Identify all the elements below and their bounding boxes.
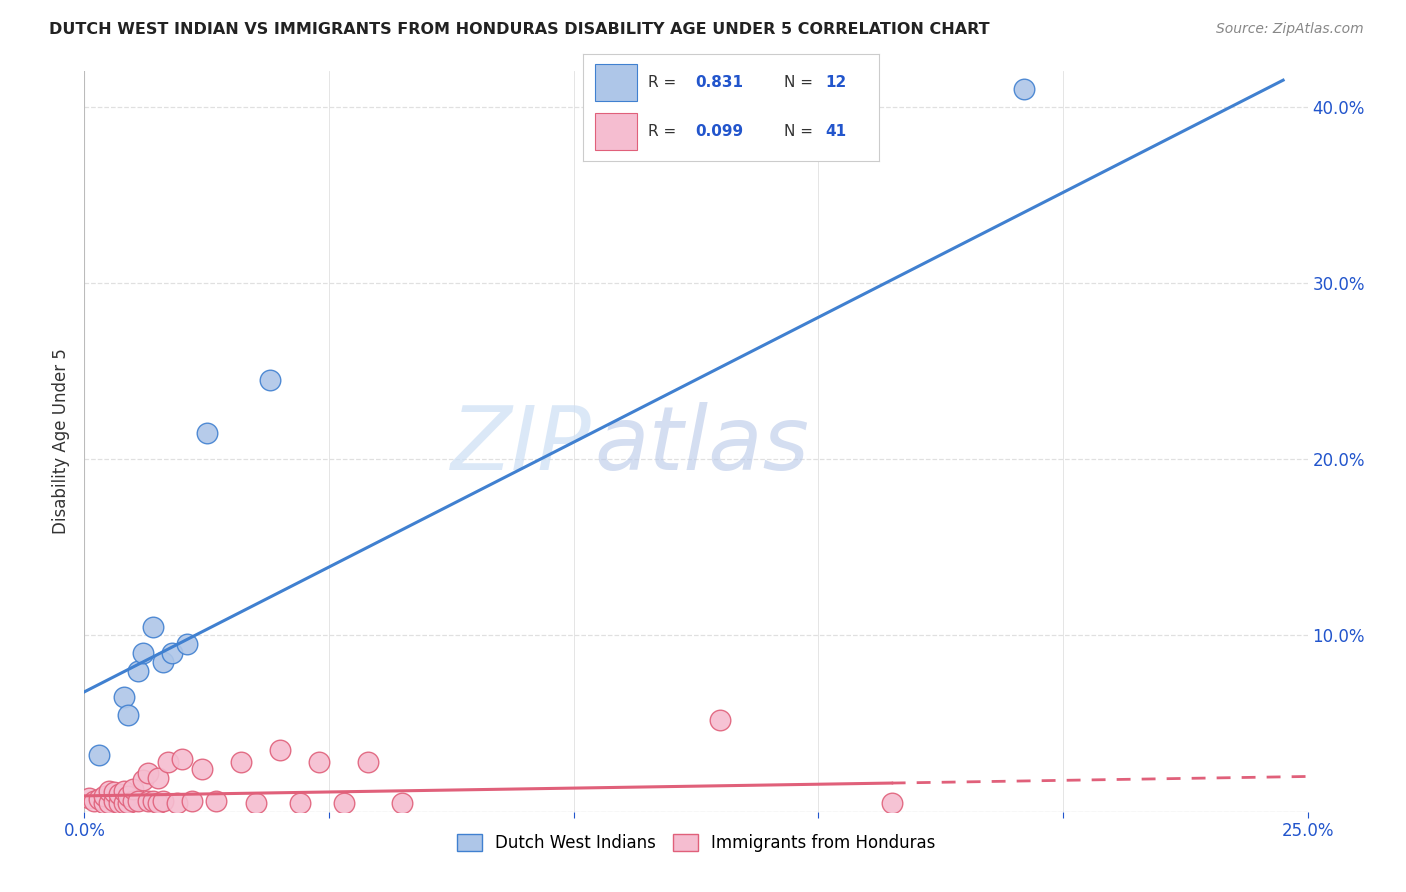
Point <box>191 763 214 777</box>
Point <box>166 796 188 810</box>
Point <box>117 789 139 803</box>
Point <box>93 789 115 803</box>
Point <box>136 766 159 780</box>
Text: N =: N = <box>785 75 813 90</box>
Point <box>142 619 165 633</box>
Point <box>245 796 267 810</box>
Text: 0.099: 0.099 <box>696 124 744 139</box>
Text: Source: ZipAtlas.com: Source: ZipAtlas.com <box>1216 22 1364 37</box>
Point <box>162 646 184 660</box>
Point <box>77 790 100 805</box>
Point <box>176 637 198 651</box>
Point <box>87 748 110 763</box>
Point <box>181 794 204 808</box>
Point <box>391 796 413 810</box>
Point <box>87 792 110 806</box>
Point <box>156 756 179 770</box>
Text: R =: R = <box>648 124 676 139</box>
Text: R =: R = <box>648 75 676 90</box>
Point <box>107 796 129 810</box>
Point <box>112 783 135 797</box>
Point <box>117 707 139 722</box>
Point <box>142 794 165 808</box>
Point <box>332 796 354 810</box>
Point <box>288 796 311 810</box>
Point <box>103 785 125 799</box>
Point <box>112 690 135 705</box>
Point <box>93 796 115 810</box>
Bar <box>595 64 637 101</box>
Point <box>136 794 159 808</box>
Text: 41: 41 <box>825 124 846 139</box>
Point <box>146 771 169 785</box>
Point <box>229 756 252 770</box>
Point <box>97 796 120 810</box>
Point <box>195 425 218 440</box>
Point <box>122 794 145 808</box>
Point <box>146 796 169 810</box>
Point <box>127 664 149 678</box>
Point <box>97 783 120 797</box>
Point <box>127 794 149 808</box>
Point <box>103 794 125 808</box>
Point <box>172 752 194 766</box>
Point <box>132 772 155 787</box>
Point <box>357 756 380 770</box>
Point <box>107 787 129 801</box>
Point <box>122 781 145 796</box>
Point <box>259 373 281 387</box>
Legend: Dutch West Indians, Immigrants from Honduras: Dutch West Indians, Immigrants from Hond… <box>450 828 942 859</box>
Bar <box>595 113 637 150</box>
Point <box>880 796 903 810</box>
Text: atlas: atlas <box>595 402 810 488</box>
Text: ZIP: ZIP <box>451 402 592 488</box>
Y-axis label: Disability Age Under 5: Disability Age Under 5 <box>52 349 70 534</box>
Text: 12: 12 <box>825 75 846 90</box>
Text: 0.831: 0.831 <box>696 75 744 90</box>
Point <box>132 646 155 660</box>
Text: DUTCH WEST INDIAN VS IMMIGRANTS FROM HONDURAS DISABILITY AGE UNDER 5 CORRELATION: DUTCH WEST INDIAN VS IMMIGRANTS FROM HON… <box>49 22 990 37</box>
Point <box>709 713 731 727</box>
Point <box>1012 82 1035 96</box>
Point <box>83 794 105 808</box>
Point <box>112 796 135 810</box>
Point <box>269 743 291 757</box>
Point <box>205 794 228 808</box>
Text: N =: N = <box>785 124 813 139</box>
Point <box>152 794 174 808</box>
Point <box>152 655 174 669</box>
Point <box>117 796 139 810</box>
Point <box>308 756 330 770</box>
